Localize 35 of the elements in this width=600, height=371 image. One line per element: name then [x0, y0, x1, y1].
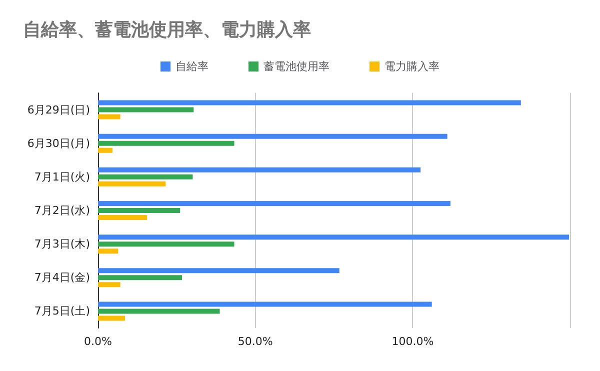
bar [98, 174, 193, 180]
legend-label: 蓄電池使用率 [264, 60, 330, 73]
bar [98, 215, 148, 220]
y-tick-label: 7月4日(金) [34, 271, 90, 284]
x-tick-label: 50.0% [238, 335, 273, 348]
chart-title: 自給率、蓄電池使用率、電力購入率 [23, 20, 311, 40]
bar [98, 107, 194, 112]
bar [98, 100, 521, 106]
y-tick-label: 7月3日(木) [34, 238, 90, 251]
y-tick-label: 6月29日(日) [27, 103, 90, 116]
bar [98, 316, 126, 321]
bar [98, 201, 450, 206]
x-tick-label: 0.0% [84, 335, 112, 348]
legend-label: 自給率 [176, 60, 208, 73]
bar [98, 275, 182, 280]
bar [98, 234, 570, 240]
legend-label: 電力購入率 [384, 60, 440, 73]
bar [98, 148, 112, 153]
bar [98, 268, 340, 274]
bar [98, 181, 166, 186]
bar [98, 208, 180, 213]
y-tick-label: 6月30日(月) [27, 136, 90, 150]
bar [98, 140, 234, 146]
bar [98, 302, 432, 307]
x-tick-label: 100.0% [392, 335, 434, 348]
bar [98, 167, 421, 172]
bar [98, 248, 118, 254]
bar [98, 134, 448, 139]
y-tick-label: 7月5日(土) [34, 304, 90, 318]
bar [98, 308, 220, 314]
y-tick-label: 7月2日(水) [34, 204, 90, 217]
y-tick-label: 7月1日(火) [34, 170, 90, 184]
bar [98, 114, 120, 120]
bar [98, 242, 234, 247]
bar [98, 282, 120, 288]
